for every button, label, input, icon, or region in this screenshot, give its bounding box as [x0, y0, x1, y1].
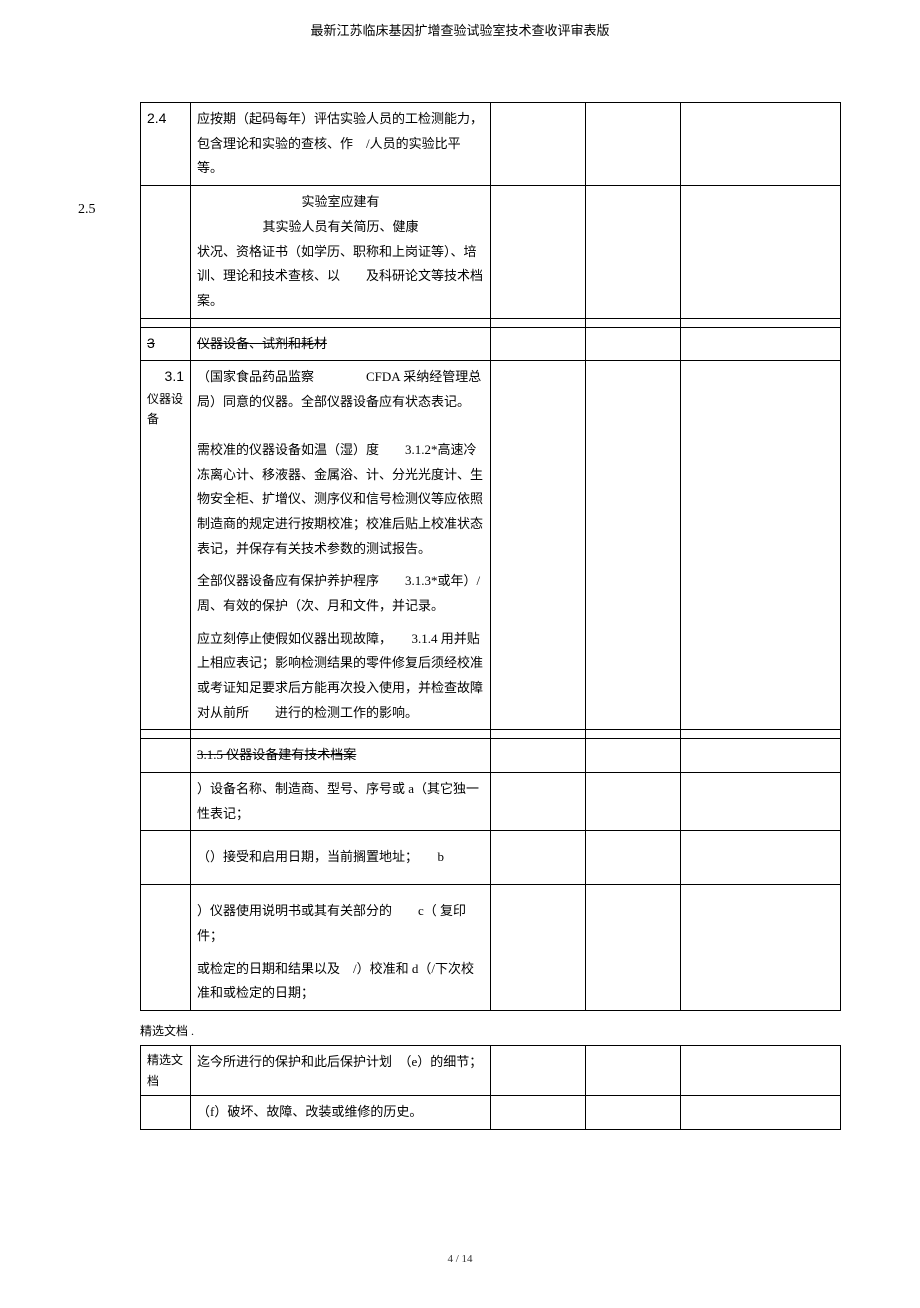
col-blank [491, 739, 586, 773]
col-blank [681, 186, 841, 318]
row-num: 3 [141, 327, 191, 361]
row-content: ）设备名称、制造商、型号、序号或 a（其它独一性表记； [191, 773, 491, 831]
table-row: （f）破坏、故障、改装或维修的历史。 [141, 1096, 841, 1130]
row-content: 应立刻停止使假如仪器出现故障， 3.1.4 用并贴上相应表记；影响检测结果的零件… [191, 623, 491, 730]
table-row: 2.4 应按期（起码每年）评估实验人员的工检测能力，包含理论和实验的查核、作 /… [141, 103, 841, 186]
col-blank [681, 361, 841, 434]
col-blank [586, 773, 681, 831]
col-blank [586, 831, 681, 885]
review-table-2: 精选文档 迄今所进行的保护和此后保护计划 （e）的细节； （f）破坏、故障、改装… [140, 1045, 841, 1129]
row-num [141, 565, 191, 622]
page-header: 最新江苏临床基因扩增查验试验室技术查收评审表版 [40, 20, 880, 42]
col-blank [491, 885, 586, 953]
col-blank [586, 327, 681, 361]
row-num [141, 885, 191, 953]
col-blank [491, 565, 586, 622]
row-num [141, 953, 191, 1011]
col-blank [586, 1096, 681, 1130]
col-blank [681, 953, 841, 1011]
col-blank [586, 565, 681, 622]
row-num [141, 186, 191, 318]
table-row: 需校准的仪器设备如温（湿）度 3.1.2*高速冷冻离心计、移液器、金属浴、计、分… [141, 434, 841, 565]
col-blank [681, 1096, 841, 1130]
row-num: 2.4 [141, 103, 191, 186]
col-blank [491, 1096, 586, 1130]
table-row: ）仪器使用说明书或其有关部分的 c（ 复印件； [141, 885, 841, 953]
col-blank [491, 103, 586, 186]
table-row: 实验室应建有 其实验人员有关简历、健康 状况、资格证书（如学历、职称和上岗证等）… [141, 186, 841, 318]
review-table: 2.4 应按期（起码每年）评估实验人员的工检测能力，包含理论和实验的查核、作 /… [140, 102, 841, 1011]
row-content: （）接受和启用日期，当前搁置地址； b [191, 831, 491, 885]
row-content: 需校准的仪器设备如温（湿）度 3.1.2*高速冷冻离心计、移液器、金属浴、计、分… [191, 434, 491, 565]
col-blank [681, 885, 841, 953]
table-row: 全部仪器设备应有保护养护程序 3.1.3*或年）/周、有效的保护（次、月和文件，… [141, 565, 841, 622]
col-blank [586, 623, 681, 730]
table-row-spacer [141, 730, 841, 739]
col-blank [681, 831, 841, 885]
table-row: ）设备名称、制造商、型号、序号或 a（其它独一性表记； [141, 773, 841, 831]
col-blank [586, 186, 681, 318]
row-num: 3.1 仪器设备 [141, 361, 191, 434]
row-content: 应按期（起码每年）评估实验人员的工检测能力，包含理论和实验的查核、作 /人员的实… [191, 103, 491, 186]
col-blank [491, 831, 586, 885]
col-blank [681, 1046, 841, 1096]
col-blank [586, 885, 681, 953]
row-content: 迄今所进行的保护和此后保护计划 （e）的细节； [191, 1046, 491, 1096]
col-blank [586, 434, 681, 565]
col-blank [681, 103, 841, 186]
table-row: 3 仪器设备、试剂和耗材 [141, 327, 841, 361]
col-blank [681, 327, 841, 361]
col-blank [586, 953, 681, 1011]
col-blank [491, 623, 586, 730]
table-row: 或检定的日期和结果以及 /）校准和 d（/下次校准和或检定的日期； [141, 953, 841, 1011]
row-num [141, 434, 191, 565]
col-blank [491, 327, 586, 361]
col-blank [586, 103, 681, 186]
page-footer: 4 / 14 [40, 1250, 880, 1269]
row-content: 实验室应建有 其实验人员有关简历、健康 状况、资格证书（如学历、职称和上岗证等）… [191, 186, 491, 318]
col-blank [491, 361, 586, 434]
col-blank [491, 434, 586, 565]
col-blank [586, 361, 681, 434]
table-row: 3.1 仪器设备 （国家食品药品监察 CFDA 采纳经管理总局）同意的仪器。全部… [141, 361, 841, 434]
row-num [141, 1096, 191, 1130]
col-blank [681, 565, 841, 622]
col-blank [491, 186, 586, 318]
row-content: 3.1.5 仪器设备建有技术档案 [191, 739, 491, 773]
section-marker-2-5: 2.5 [78, 198, 96, 222]
row-content: 或检定的日期和结果以及 /）校准和 d（/下次校准和或检定的日期； [191, 953, 491, 1011]
table-row: 精选文档 迄今所进行的保护和此后保护计划 （e）的细节； [141, 1046, 841, 1096]
col-blank [586, 739, 681, 773]
row-num [141, 739, 191, 773]
row-content: 全部仪器设备应有保护养护程序 3.1.3*或年）/周、有效的保护（次、月和文件，… [191, 565, 491, 622]
table-row: 应立刻停止使假如仪器出现故障， 3.1.4 用并贴上相应表记；影响检测结果的零件… [141, 623, 841, 730]
table-row-spacer [141, 318, 841, 327]
col-blank [681, 434, 841, 565]
col-blank [681, 739, 841, 773]
row-num [141, 831, 191, 885]
col-blank [491, 773, 586, 831]
col-blank [491, 1046, 586, 1096]
table-row: 3.1.5 仪器设备建有技术档案 [141, 739, 841, 773]
row-num [141, 773, 191, 831]
row-num [141, 623, 191, 730]
selected-doc-label: 精选文档 . [140, 1021, 880, 1041]
row-num: 精选文档 [141, 1046, 191, 1096]
row-content: ）仪器使用说明书或其有关部分的 c（ 复印件； [191, 885, 491, 953]
row-content: （国家食品药品监察 CFDA 采纳经管理总局）同意的仪器。全部仪器设备应有状态表… [191, 361, 491, 434]
col-blank [681, 623, 841, 730]
row-content: 仪器设备、试剂和耗材 [191, 327, 491, 361]
row-content: （f）破坏、故障、改装或维修的历史。 [191, 1096, 491, 1130]
col-blank [491, 953, 586, 1011]
col-blank [681, 773, 841, 831]
col-blank [586, 1046, 681, 1096]
table-row: （）接受和启用日期，当前搁置地址； b [141, 831, 841, 885]
